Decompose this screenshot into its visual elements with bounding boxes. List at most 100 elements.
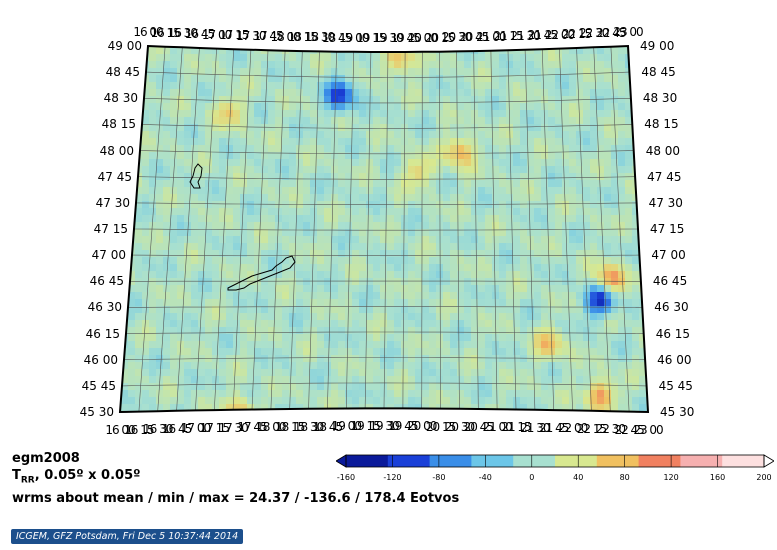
colorbar-tick-label: -80 (432, 473, 446, 482)
parallel-line (139, 150, 634, 155)
lon-label-bottom: 23 00 (633, 423, 663, 437)
colorbar-segment (513, 455, 556, 467)
lat-label-right: 47 45 (647, 169, 682, 184)
colorbar (336, 454, 774, 468)
lat-label-left: 46 30 (87, 300, 122, 315)
lon-label-bottom: 16 30 (143, 422, 173, 437)
lon-label-top: 20 00 (407, 30, 438, 45)
colorbar-tick-label: 80 (619, 473, 630, 482)
lat-label-right: 45 45 (658, 378, 693, 393)
lon-label-top: 16 15 (150, 25, 180, 40)
model-name: egm2008 (12, 451, 80, 466)
lon-label-top: 17 15 (219, 28, 249, 43)
lat-label-left: 47 00 (91, 248, 126, 263)
lat-label-left: 48 30 (103, 91, 138, 106)
parallel-line (133, 228, 639, 231)
lon-label-top: 21 00 (476, 29, 506, 44)
lon-label-bottom: 18 30 (293, 419, 324, 434)
lon-label-top: 22 00 (544, 27, 575, 42)
lat-label-left: 46 15 (85, 326, 120, 341)
colorbar-segment (429, 455, 472, 467)
lon-label-top: 19 00 (339, 30, 369, 45)
colorbar-segment (471, 455, 514, 467)
lon-label-top: 20 45 (459, 30, 489, 45)
colorbar-segment (387, 455, 431, 467)
lat-label-left: 48 00 (99, 143, 134, 158)
colorbar-tick-label: 120 (663, 473, 679, 482)
colorbar-segment (596, 455, 640, 467)
lon-label-top: 21 30 (510, 28, 540, 43)
lon-label-bottom: 20 30 (444, 419, 475, 434)
lat-label-right: 46 45 (652, 274, 688, 289)
lon-label-bottom: 16 15 (124, 422, 154, 437)
lat-label-right: 47 15 (650, 222, 685, 236)
parallel-line (127, 306, 643, 308)
lon-label-top: 17 45 (253, 29, 283, 44)
lon-label-top: 23 00 (613, 25, 643, 39)
lon-label-top: 19 15 (356, 30, 386, 45)
map-frame (118, 44, 650, 414)
parallel-line (123, 357, 646, 360)
colorbar-segment (346, 455, 389, 467)
lat-label-right: 48 30 (642, 91, 678, 106)
lon-label-top: 18 45 (321, 30, 352, 45)
map-info: egm2008 TRR, 0.05º x 0.05º wrms about me… (12, 450, 459, 507)
lat-label-left: 49 00 (107, 39, 142, 53)
colorbar-tick-label: -40 (478, 473, 492, 482)
lon-label-top: 17 00 (201, 27, 232, 42)
lon-label-bottom: 19 00 (331, 419, 362, 434)
parallel-line (131, 254, 640, 256)
colorbar-tick-label: -160 (336, 473, 356, 482)
lat-label-left: 48 15 (101, 117, 136, 132)
lon-label-top: 19 30 (373, 31, 403, 45)
lat-label-left: 46 00 (83, 352, 118, 367)
lat-label-right: 47 00 (651, 248, 686, 263)
lon-label-bottom: 22 30 (595, 422, 626, 437)
lat-label-right: 46 30 (654, 300, 689, 315)
lat-label-left: 47 15 (93, 222, 128, 236)
lon-label-top: 16 45 (184, 26, 215, 41)
balaton-lake (227, 255, 296, 291)
lon-label-top: 22 15 (561, 26, 592, 41)
stats-line: wrms about mean / min / max = 24.37 / -1… (12, 490, 460, 506)
lon-label-top: 18 15 (287, 30, 318, 45)
lon-label-bottom: 19 30 (369, 419, 399, 434)
colorbar-min-arrow (336, 454, 347, 468)
neusiedl-lake (189, 163, 203, 189)
resolution-text: , 0.05º x 0.05º (34, 468, 141, 483)
quantity-symbol: T (12, 468, 21, 483)
lon-label-bottom: 22 00 (557, 421, 588, 436)
colorbar-segment (722, 455, 765, 467)
lon-label-top: 20 15 (424, 30, 455, 45)
lon-label-bottom: 16 45 (161, 421, 192, 436)
parallel-line (145, 71, 630, 78)
lat-label-right: 46 00 (657, 352, 692, 367)
parallel-line (141, 124, 633, 129)
lon-label-top: 17 30 (236, 28, 266, 43)
map-raster (120, 46, 648, 412)
colorbar-tick-label: 160 (709, 473, 726, 482)
lon-label-bottom: 18 15 (275, 419, 305, 434)
colorbar-tick-label: 40 (573, 473, 584, 482)
lon-label-top: 22 30 (579, 26, 609, 41)
lon-label-bottom: 21 30 (520, 420, 550, 435)
lon-label-bottom: 19 15 (350, 419, 380, 434)
lon-label-top: 22 45 (596, 25, 626, 40)
lon-label-top: 18 30 (304, 30, 335, 45)
lon-label-bottom: 19 45 (388, 419, 418, 434)
lat-label-left: 45 30 (79, 405, 114, 419)
parallel-line (143, 98, 631, 104)
lon-label-bottom: 22 15 (576, 421, 607, 436)
lon-label-top: 20 30 (441, 30, 472, 45)
lat-label-left: 46 45 (89, 274, 124, 289)
lon-label-bottom: 18 00 (256, 420, 286, 435)
lon-label-bottom: 17 30 (218, 420, 248, 435)
lon-label-bottom: 17 00 (180, 421, 211, 436)
lat-label-left: 47 30 (95, 195, 130, 210)
colorbar-max-arrow (763, 454, 774, 468)
lat-label-left: 47 45 (97, 169, 132, 184)
colorbar-segment (680, 455, 723, 467)
lat-label-right: 49 00 (640, 39, 675, 53)
parallel-line (137, 176, 636, 180)
